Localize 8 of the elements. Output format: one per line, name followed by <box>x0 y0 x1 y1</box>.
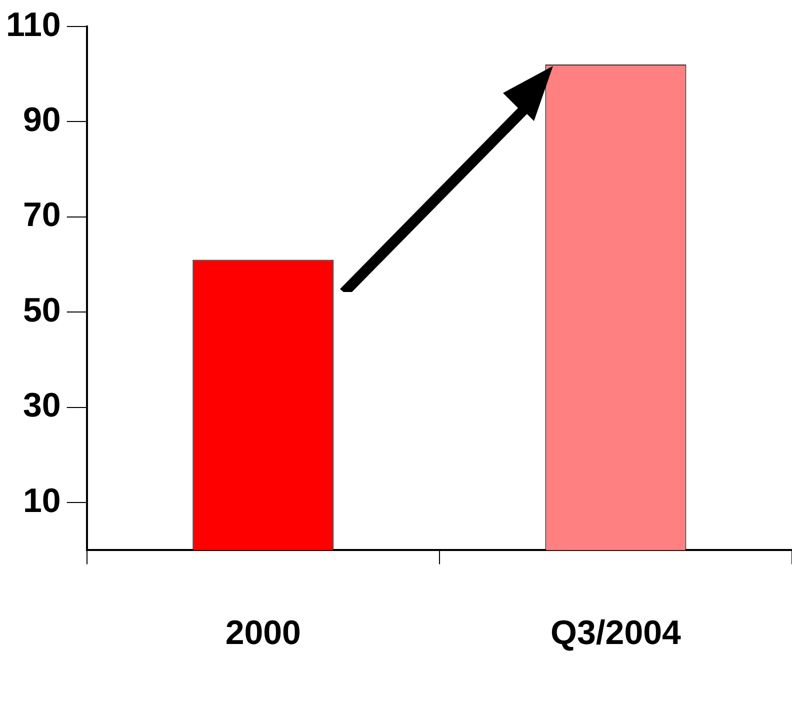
y-tick-label: 70 <box>23 196 61 234</box>
x-tick-label: 2000 <box>225 614 301 652</box>
x-tick-label: Q3/2004 <box>550 614 682 652</box>
y-tick-label: 30 <box>23 386 61 425</box>
y-tick-label: 110 <box>6 6 61 44</box>
y-tick-label: 10 <box>23 482 61 520</box>
y-tick-label: 50 <box>23 291 61 330</box>
y-tick-label: 90 <box>23 101 61 140</box>
